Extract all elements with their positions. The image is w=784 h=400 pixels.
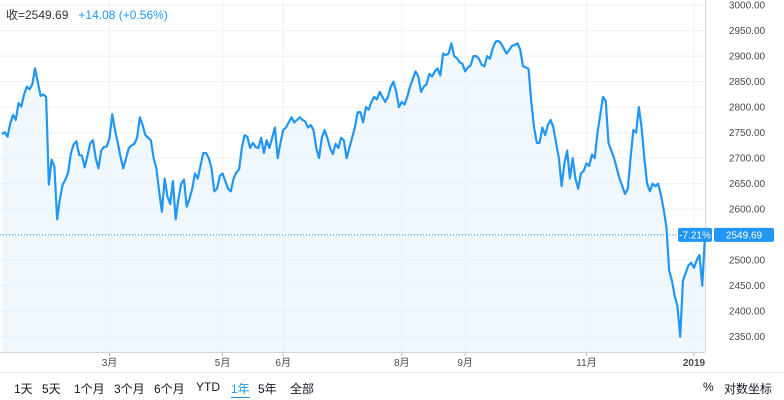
percent-scale-toggle[interactable]: %: [703, 380, 714, 394]
close-label: 收=2549.69: [6, 8, 69, 22]
change-percent: (+0.56%): [118, 8, 168, 22]
x-tick-label: 5月: [215, 357, 231, 369]
y-tick-label: 3000.00: [729, 1, 766, 12]
y-tick-label: 2400.00: [729, 307, 766, 318]
y-tick-label: 2850.00: [729, 77, 766, 88]
y-tick-label: 2800.00: [729, 103, 766, 114]
y-tick-label: 2750.00: [729, 128, 766, 139]
x-tick-label: 8月: [394, 357, 410, 369]
last-change-percent: -7.21%: [679, 230, 711, 241]
range-button-ytd[interactable]: YTD: [196, 380, 220, 394]
price-legend: 收=2549.69 +14.08 (+0.56%): [6, 6, 168, 23]
y-tick-label: 2700.00: [729, 154, 766, 165]
range-button-1y[interactable]: 1年: [231, 382, 250, 398]
series-area: [2, 40, 705, 353]
y-tick-label: 2600.00: [729, 205, 766, 216]
y-tick-label: 2950.00: [729, 26, 766, 37]
y-tick-label: 2450.00: [729, 281, 766, 292]
change-value: +14.08: [78, 8, 116, 22]
series-line: [1, 39, 707, 338]
y-tick-label: 2350.00: [729, 332, 766, 343]
y-tick-label: 2900.00: [729, 52, 766, 63]
range-button-1m[interactable]: 1个月: [74, 382, 105, 396]
x-tick-label: 2019: [683, 358, 706, 369]
x-tick-label: 11月: [576, 357, 596, 369]
range-button-1d[interactable]: 1天: [14, 382, 33, 396]
range-button-all[interactable]: 全部: [290, 382, 315, 396]
range-button-5y[interactable]: 5年: [258, 382, 277, 396]
range-button-5d[interactable]: 5天: [42, 382, 61, 396]
y-tick-label: 2650.00: [729, 179, 766, 190]
y-tick-label: 2500.00: [729, 256, 766, 267]
range-toolbar: 1天 5天 1个月 3个月 6个月 YTD 1年 5年 全部 % 对数坐标: [0, 372, 784, 400]
x-tick-label: 3月: [102, 357, 118, 369]
range-button-6m[interactable]: 6个月: [154, 382, 185, 396]
last-price-label: 2549.69: [726, 230, 763, 241]
log-scale-toggle[interactable]: 对数坐标: [724, 382, 773, 396]
last-change-flag: [678, 227, 712, 242]
last-price-badge: [714, 227, 774, 242]
x-tick-label: 9月: [457, 357, 473, 369]
x-tick-label: 6月: [275, 357, 291, 369]
price-chart[interactable]: 3000.00 2950.00 2900.00 2850.00 2800.00 2750.…: [0, 0, 784, 372]
range-button-3m[interactable]: 3个月: [114, 382, 145, 396]
